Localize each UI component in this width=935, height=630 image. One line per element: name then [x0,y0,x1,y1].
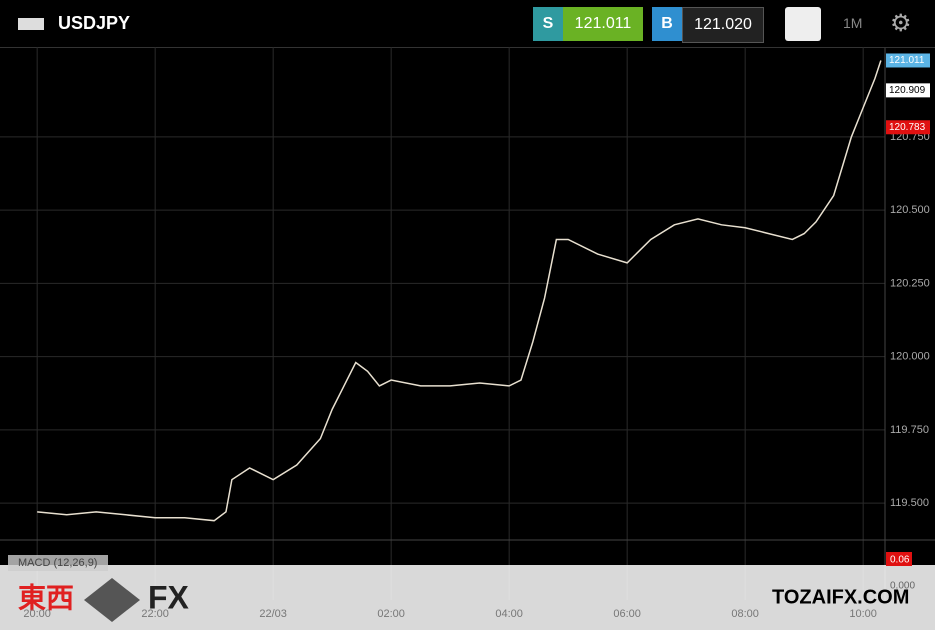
sell-label[interactable]: S [533,7,563,41]
timeframe[interactable]: 1M [843,15,863,31]
y-tick-label: 120.500 [890,204,930,216]
x-tick-label: 08:00 [731,608,759,620]
x-tick-label: 06:00 [613,608,641,620]
y-tick-label: 120.000 [890,351,930,363]
watermark-fx: FX [148,579,190,615]
y-tick-label: 119.750 [890,424,929,436]
watermark-cjk: 東西 [18,582,74,613]
price-tag [886,53,930,68]
y-tick-label: 119.500 [890,497,929,509]
x-tick-label: 22/03 [259,608,287,620]
y-tick-label: 120.250 [890,277,930,289]
macd-tag [886,552,912,566]
price-line [37,60,882,522]
toolbar: USDJPY S 121.011 B 121.020 1M ⚙ [0,0,935,48]
buy-label[interactable]: B [652,7,682,41]
macd-header [8,555,108,571]
macd-value: 0.06 [890,555,910,566]
watermark-logo [84,578,140,622]
price-tag-label: 120.909 [889,85,926,96]
macd-title: MACD (12,26,9) [18,557,97,569]
watermark-band [0,565,935,630]
price-tag [886,83,930,98]
watermark-site: TOZAIFX.COM [772,586,909,608]
price-tag-label: 120.783 [889,122,926,133]
symbol[interactable]: USDJPY [58,13,131,33]
x-tick-label: 10:00 [849,608,877,620]
buy-price[interactable]: 121.020 [682,7,764,43]
flag-icon [18,18,44,30]
settings-button[interactable]: ⚙ [890,10,912,37]
x-tick-label: 20:00 [23,608,51,620]
price-tag [886,120,930,135]
x-tick-label: 02:00 [377,608,405,620]
x-tick-label: 22:00 [141,608,169,620]
crosshair-button[interactable] [785,7,821,41]
macd-zero: 0.000 [890,581,915,592]
sell-price[interactable]: 121.011 [563,7,643,41]
x-tick-label: 04:00 [495,608,523,620]
price-tag-label: 121.011 [889,55,925,66]
